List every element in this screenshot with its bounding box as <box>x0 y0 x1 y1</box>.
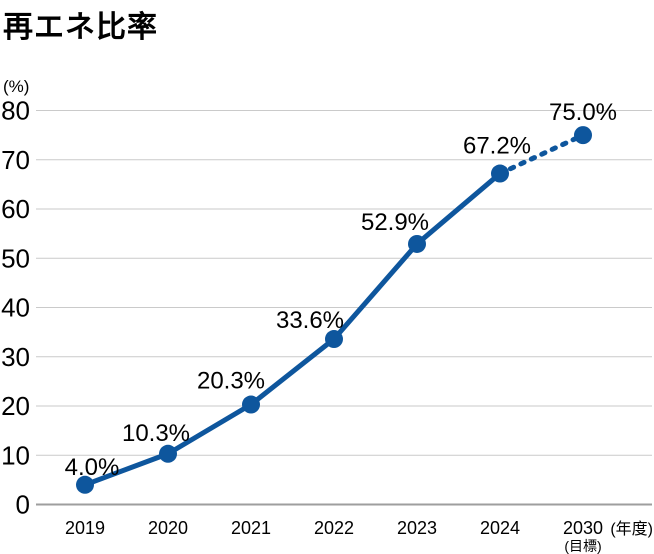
x-axis-unit-label: (年度) <box>610 520 653 538</box>
x-tick-label: 2021 <box>231 518 271 538</box>
y-tick-label: 30 <box>1 342 30 372</box>
target-dashed-line <box>497 132 586 177</box>
data-point <box>159 444 177 463</box>
data-point <box>491 164 509 183</box>
y-tick-label: 10 <box>1 440 30 470</box>
data-label: 52.9% <box>361 209 429 236</box>
y-axis-unit-label: (%) <box>3 77 29 96</box>
x-tick-label: 2019 <box>65 518 105 538</box>
actual-line <box>82 171 503 488</box>
x-tick-sublabel: (目標) <box>564 538 601 554</box>
y-tick-label: 50 <box>1 243 30 273</box>
y-tick-label: 60 <box>1 194 30 224</box>
x-tick-label: 2023 <box>397 518 437 538</box>
data-point <box>574 126 592 145</box>
data-point <box>76 475 94 494</box>
data-label: 33.6% <box>276 307 344 334</box>
y-tick-label: 40 <box>1 293 30 323</box>
data-point <box>242 395 260 414</box>
data-label: 75.0% <box>549 99 617 126</box>
data-label: 67.2% <box>463 133 531 160</box>
x-tick-label: 2022 <box>314 518 354 538</box>
x-tick-label: 2024 <box>480 518 520 538</box>
y-tick-label: 20 <box>1 391 30 421</box>
data-label: 4.0% <box>65 454 120 481</box>
data-point <box>408 234 426 253</box>
y-tick-label: 80 <box>1 96 30 126</box>
y-tick-label: 70 <box>1 145 30 175</box>
data-label: 20.3% <box>197 368 265 395</box>
data-point <box>325 330 343 349</box>
x-tick-label: 2030 <box>563 518 603 538</box>
data-label: 10.3% <box>122 420 190 447</box>
y-tick-label: 0 <box>16 490 30 520</box>
x-tick-label: 2020 <box>148 518 188 538</box>
chart-title: 再エネ比率 <box>3 11 158 44</box>
